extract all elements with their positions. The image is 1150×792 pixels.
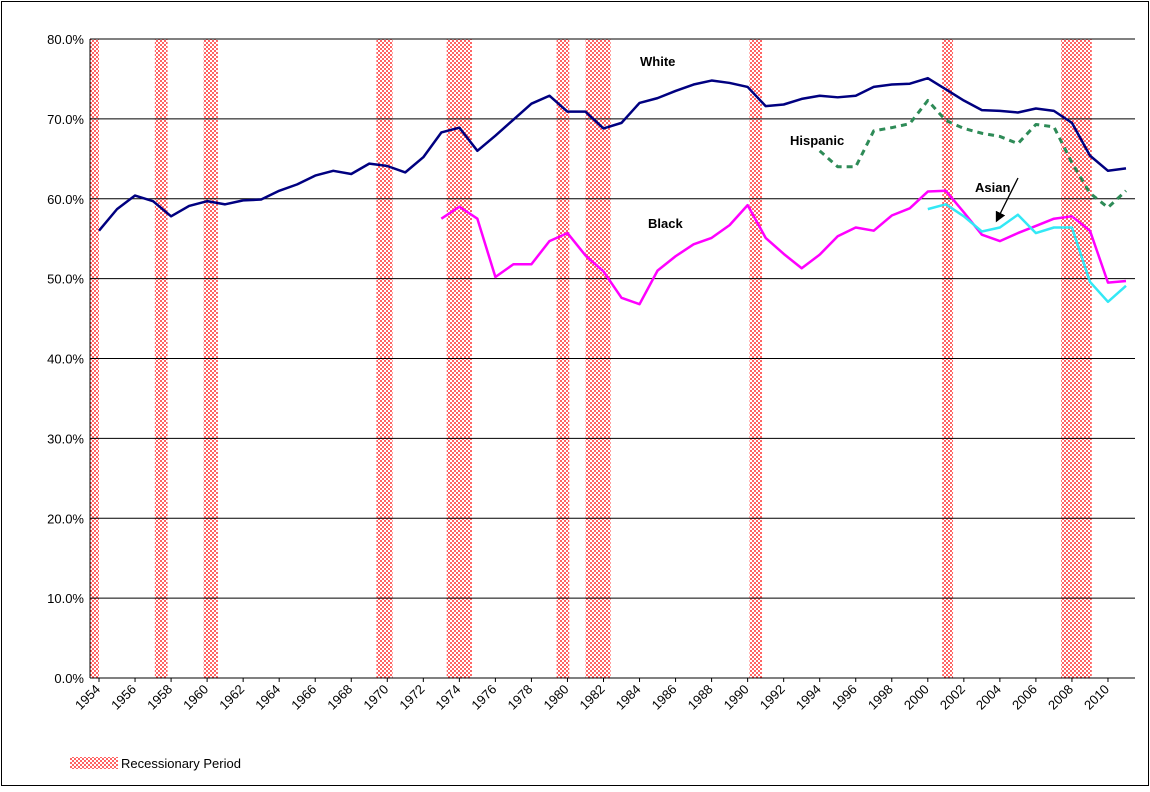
- y-tick-label: 60.0%: [47, 192, 84, 207]
- x-tick-label: 2006: [1009, 682, 1040, 713]
- x-tick-label: 1966: [288, 682, 319, 713]
- x-tick-label: 1994: [793, 682, 824, 713]
- x-tick-label: 2002: [937, 682, 968, 713]
- x-tick-label: 1984: [613, 682, 644, 713]
- x-tick-label: 1972: [396, 682, 427, 713]
- series-line: [440, 189, 1127, 306]
- annotation-arrow: [995, 177, 1019, 223]
- series-label: Asian: [975, 180, 1010, 195]
- y-tick-label: 0.0%: [54, 671, 84, 686]
- x-tick-label: 2010: [1081, 682, 1112, 713]
- series-line: [818, 99, 1128, 210]
- x-tick-label: 1956: [108, 682, 139, 713]
- series-label: Hispanic: [790, 133, 844, 148]
- series-label: White: [640, 54, 675, 69]
- x-tick-label: 1986: [649, 682, 680, 713]
- series-line: [98, 76, 1127, 232]
- y-tick-label: 80.0%: [47, 32, 84, 47]
- y-tick-label: 50.0%: [47, 272, 84, 287]
- y-tick-label: 30.0%: [47, 431, 84, 446]
- x-tick-label: 1992: [757, 682, 788, 713]
- x-tick-label: 1996: [829, 682, 860, 713]
- x-tick-label: 1958: [144, 682, 175, 713]
- x-tick-label: 1980: [541, 682, 572, 713]
- y-tick-label: 70.0%: [47, 112, 84, 127]
- x-tick-label: 1990: [721, 682, 752, 713]
- x-tick-label: 1964: [252, 682, 283, 713]
- legend-label: Recessionary Period: [121, 756, 241, 771]
- series-line: [927, 203, 1127, 304]
- y-tick-label: 10.0%: [47, 591, 84, 606]
- x-tick-label: 1982: [577, 682, 608, 713]
- series-label: Black: [648, 216, 683, 231]
- x-tick-label: 1954: [72, 682, 103, 713]
- x-tick-label: 1988: [685, 682, 716, 713]
- x-tick-label: 2008: [1045, 682, 1076, 713]
- x-tick-label: 1968: [324, 682, 355, 713]
- x-tick-label: 1998: [865, 682, 896, 713]
- x-tick-label: 1962: [216, 682, 247, 713]
- x-tick-label: 2004: [973, 682, 1004, 713]
- x-tick-label: 1970: [360, 682, 391, 713]
- x-tick-label: 1974: [432, 682, 463, 713]
- x-tick-label: 2000: [901, 682, 932, 713]
- x-tick-label: 1976: [468, 682, 499, 713]
- x-tick-label: 1960: [180, 682, 211, 713]
- legend-swatch: [70, 757, 118, 769]
- y-tick-label: 20.0%: [47, 511, 84, 526]
- y-tick-label: 40.0%: [47, 352, 84, 367]
- x-tick-label: 1978: [504, 682, 535, 713]
